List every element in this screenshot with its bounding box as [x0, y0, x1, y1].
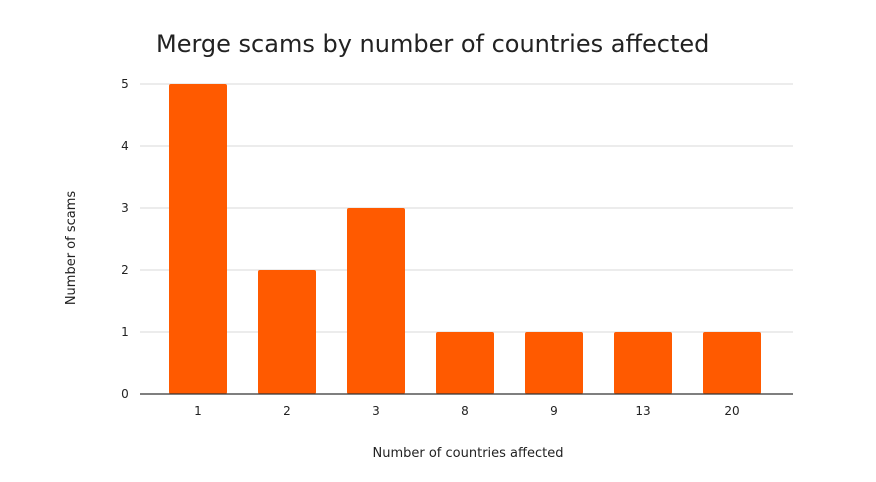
- bar-20: [703, 332, 761, 394]
- y-axis-title: Number of scams: [64, 191, 79, 306]
- x-tick-label: 1: [194, 404, 202, 418]
- bars: [169, 84, 761, 394]
- bar-3: [347, 208, 405, 394]
- y-tick-label: 0: [121, 387, 129, 401]
- chart-title: Merge scams by number of countries affec…: [156, 30, 709, 58]
- bar-13: [614, 332, 672, 394]
- y-tick-label: 2: [121, 263, 129, 277]
- x-tick-label: 13: [635, 404, 650, 418]
- bar-1: [169, 84, 227, 394]
- x-tick-label: 2: [283, 404, 291, 418]
- bar-9: [525, 332, 583, 394]
- y-tick-label: 3: [121, 201, 129, 215]
- x-tick-label: 3: [372, 404, 380, 418]
- x-axis-ticks: 1 2 3 8 9 13 20: [194, 404, 739, 418]
- x-axis-title: Number of countries affected: [373, 446, 564, 461]
- bar-2: [258, 270, 316, 394]
- x-tick-label: 9: [550, 404, 558, 418]
- x-tick-label: 20: [724, 404, 739, 418]
- y-axis-ticks: 0 1 2 3 4 5: [121, 77, 129, 401]
- y-tick-label: 1: [121, 325, 129, 339]
- grid-lines: [140, 83, 793, 333]
- y-tick-label: 4: [121, 139, 129, 153]
- bar-8: [436, 332, 494, 394]
- x-tick-label: 8: [461, 404, 469, 418]
- y-tick-label: 5: [121, 77, 129, 91]
